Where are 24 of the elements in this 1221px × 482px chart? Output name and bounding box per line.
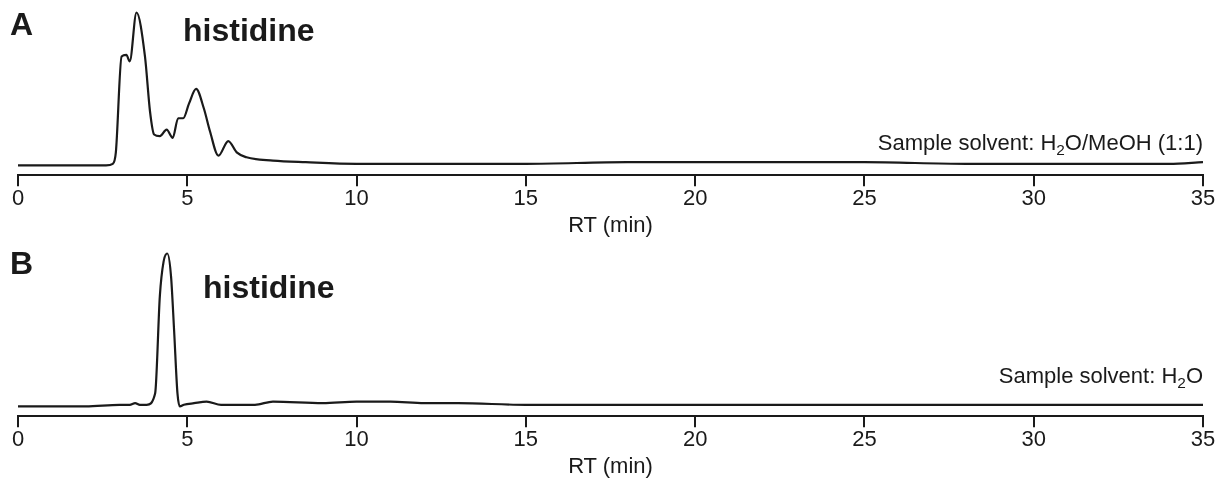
x-tick-label: 30 xyxy=(1021,185,1046,211)
annotation: histidine xyxy=(183,12,315,48)
x-tick-label: 35 xyxy=(1190,426,1216,452)
x-tick-label: 15 xyxy=(513,185,539,211)
x-tick-label: 30 xyxy=(1021,426,1046,452)
x-tick-label: 5 xyxy=(181,426,194,452)
x-tick-label: 35 xyxy=(1190,185,1216,211)
x-tick-label: 10 xyxy=(344,426,369,452)
annotation: Sample solvent: H$_{2}$O/MeOH (1:1) xyxy=(877,130,1203,159)
x-axis-title: RT (min) xyxy=(568,211,653,237)
x-tick-label: 20 xyxy=(682,426,708,452)
annotation: B xyxy=(10,245,34,281)
x-tick-label: 25 xyxy=(852,426,877,452)
annotation: Sample solvent: H$_{2}$O xyxy=(998,363,1203,392)
annotation: histidine xyxy=(203,269,335,305)
x-tick-label: 10 xyxy=(344,185,369,211)
x-tick-label: 5 xyxy=(181,185,194,211)
x-tick-label: 20 xyxy=(682,185,708,211)
x-tick-label: 0 xyxy=(11,185,25,211)
x-tick-label: 0 xyxy=(11,426,25,452)
annotation: A xyxy=(10,6,34,42)
x-axis-title: RT (min) xyxy=(568,452,653,478)
x-tick-label: 15 xyxy=(513,426,539,452)
x-tick-label: 25 xyxy=(852,185,877,211)
